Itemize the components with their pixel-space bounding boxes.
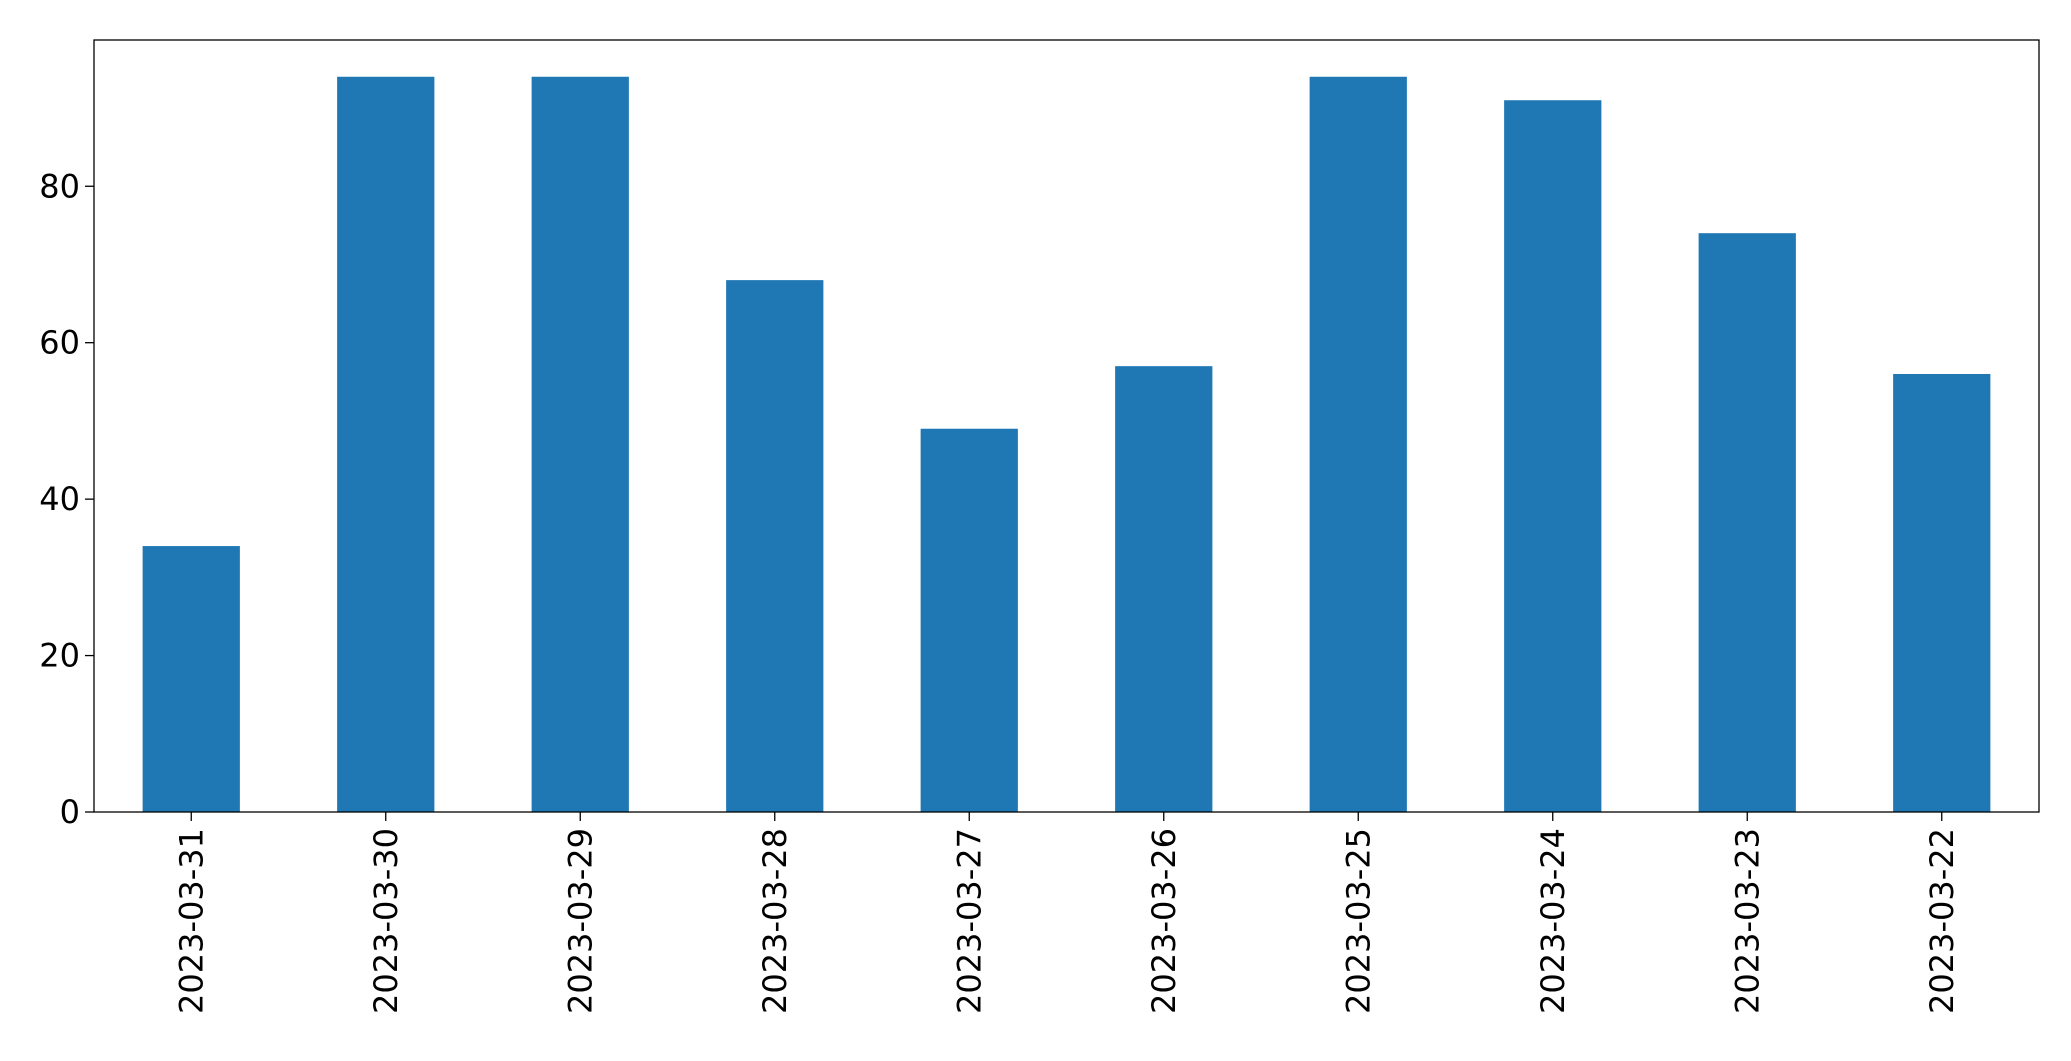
x-tick-label: 2023-03-29 — [561, 828, 599, 1014]
y-tick-label: 40 — [39, 480, 80, 518]
y-axis: 0 20 40 60 80 — [39, 167, 94, 831]
plot-frame — [93, 39, 2040, 813]
y-tick-label: 0 — [60, 793, 80, 831]
bar-2023-03-23 — [1698, 233, 1796, 812]
y-tick-label: 20 — [39, 637, 80, 675]
x-tick-label: 2023-03-28 — [756, 828, 794, 1014]
x-tick-label: 2023-03-31 — [172, 828, 210, 1014]
x-tick-label: 2023-03-22 — [1923, 828, 1961, 1014]
x-tick-label: 2023-03-24 — [1534, 828, 1572, 1014]
x-tick-label: 2023-03-30 — [367, 828, 405, 1014]
bar-2023-03-30 — [337, 76, 435, 812]
y-tick-label: 80 — [39, 167, 80, 205]
bar-2023-03-29 — [531, 76, 629, 812]
bar-2023-03-22 — [1893, 373, 1991, 812]
bar-2023-03-25 — [1309, 76, 1407, 812]
x-axis: 2023-03-31 2023-03-30 2023-03-29 2023-03-28… — [172, 812, 1961, 1014]
y-tick-label: 60 — [39, 324, 80, 362]
x-tick-label: 2023-03-25 — [1339, 828, 1377, 1014]
x-tick-label: 2023-03-23 — [1728, 828, 1766, 1014]
bar-2023-03-26 — [1115, 366, 1213, 812]
x-tick-label: 2023-03-26 — [1145, 828, 1183, 1014]
bar-2023-03-28 — [726, 280, 824, 813]
bar-2023-03-27 — [920, 428, 1018, 812]
bar-2023-03-31 — [142, 546, 240, 812]
bars-group — [142, 76, 1991, 813]
bar-2023-03-24 — [1504, 100, 1602, 813]
x-tick-label: 2023-03-27 — [950, 828, 988, 1014]
